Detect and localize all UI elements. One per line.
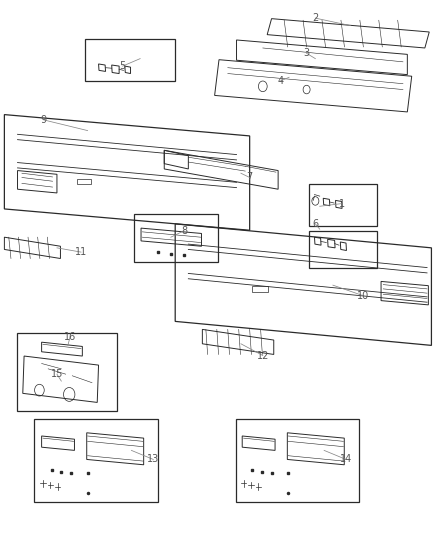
Text: 2: 2 (312, 13, 318, 23)
Text: 5: 5 (120, 61, 126, 71)
Bar (17, 333, 117, 411)
Bar (309, 184, 377, 226)
Bar (85, 39, 175, 81)
Text: 3: 3 (304, 49, 310, 58)
Text: 13: 13 (147, 455, 159, 464)
Bar (252, 286, 268, 292)
Bar (309, 231, 377, 268)
Bar (236, 419, 359, 502)
Text: 7: 7 (247, 173, 253, 182)
Bar (34, 419, 158, 502)
Text: 4: 4 (277, 76, 283, 86)
Bar (134, 214, 218, 262)
Text: 16: 16 (64, 332, 76, 342)
Text: 6: 6 (312, 219, 318, 229)
Text: 12: 12 (257, 351, 269, 360)
Text: 10: 10 (357, 291, 370, 301)
Text: 1: 1 (339, 199, 345, 208)
Text: 9: 9 (41, 115, 47, 125)
Bar (77, 179, 91, 184)
Text: 14: 14 (340, 455, 352, 464)
Text: 15: 15 (51, 369, 63, 379)
Text: 8: 8 (181, 226, 187, 236)
Text: 11: 11 (75, 247, 87, 257)
